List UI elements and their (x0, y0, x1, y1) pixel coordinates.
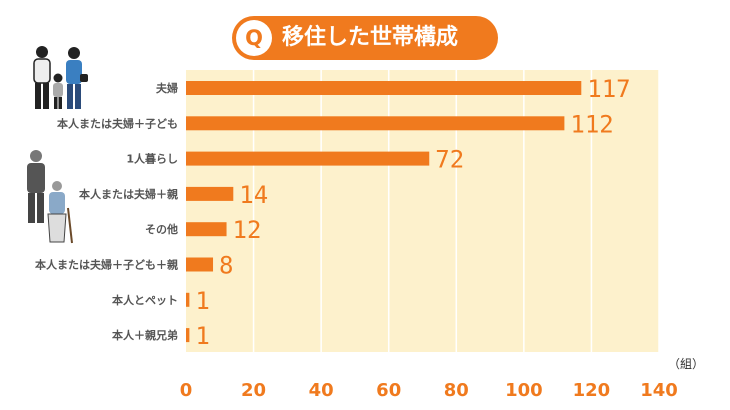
bar (186, 81, 582, 95)
category-label: 本人とペット (112, 293, 178, 307)
x-tick-label: 20 (241, 380, 266, 401)
bars (186, 81, 582, 343)
category-label: 本人または夫婦＋子ども (57, 116, 178, 130)
category-label: その他 (145, 222, 178, 236)
unit-label: （組） (668, 357, 705, 371)
value-label: 14 (239, 181, 268, 209)
x-tick-label: 60 (376, 380, 401, 401)
category-label: 本人または夫婦＋子ども＋親 (35, 258, 178, 272)
bar (186, 292, 190, 307)
value-label: 8 (219, 252, 233, 280)
x-tick-label: 0 (180, 380, 193, 401)
value-label: 1 (195, 287, 209, 315)
elderly-couple-icon (27, 150, 73, 244)
family-icon (33, 46, 88, 109)
category-label: 本人＋親兄弟 (112, 328, 178, 342)
value-label: 1 (195, 322, 209, 350)
bar (186, 328, 190, 343)
x-tick-label: 120 (573, 380, 611, 401)
value-label: 12 (233, 216, 262, 244)
value-label: 72 (435, 146, 464, 174)
bar (186, 151, 430, 166)
category-label: 1人暮らし (126, 152, 178, 166)
bar (186, 186, 234, 201)
bar (186, 222, 227, 237)
value-label: 112 (570, 110, 613, 138)
title-banner (232, 16, 498, 60)
x-tick-label: 140 (640, 380, 678, 401)
category-label: 本人または夫婦＋親 (79, 187, 178, 201)
x-tick-label: 100 (505, 380, 543, 401)
x-tick-label: 40 (309, 380, 334, 401)
chart-title: 移住した世帯構成 (282, 25, 459, 50)
category-label: 夫婦 (156, 81, 178, 95)
bar (186, 116, 565, 131)
q-badge: Q (236, 20, 272, 56)
value-label: 117 (587, 75, 630, 103)
x-tick-labels: 0 20 40 60 80 100 120 140 (180, 380, 678, 401)
x-tick-label: 80 (444, 380, 469, 401)
bar (186, 257, 214, 272)
